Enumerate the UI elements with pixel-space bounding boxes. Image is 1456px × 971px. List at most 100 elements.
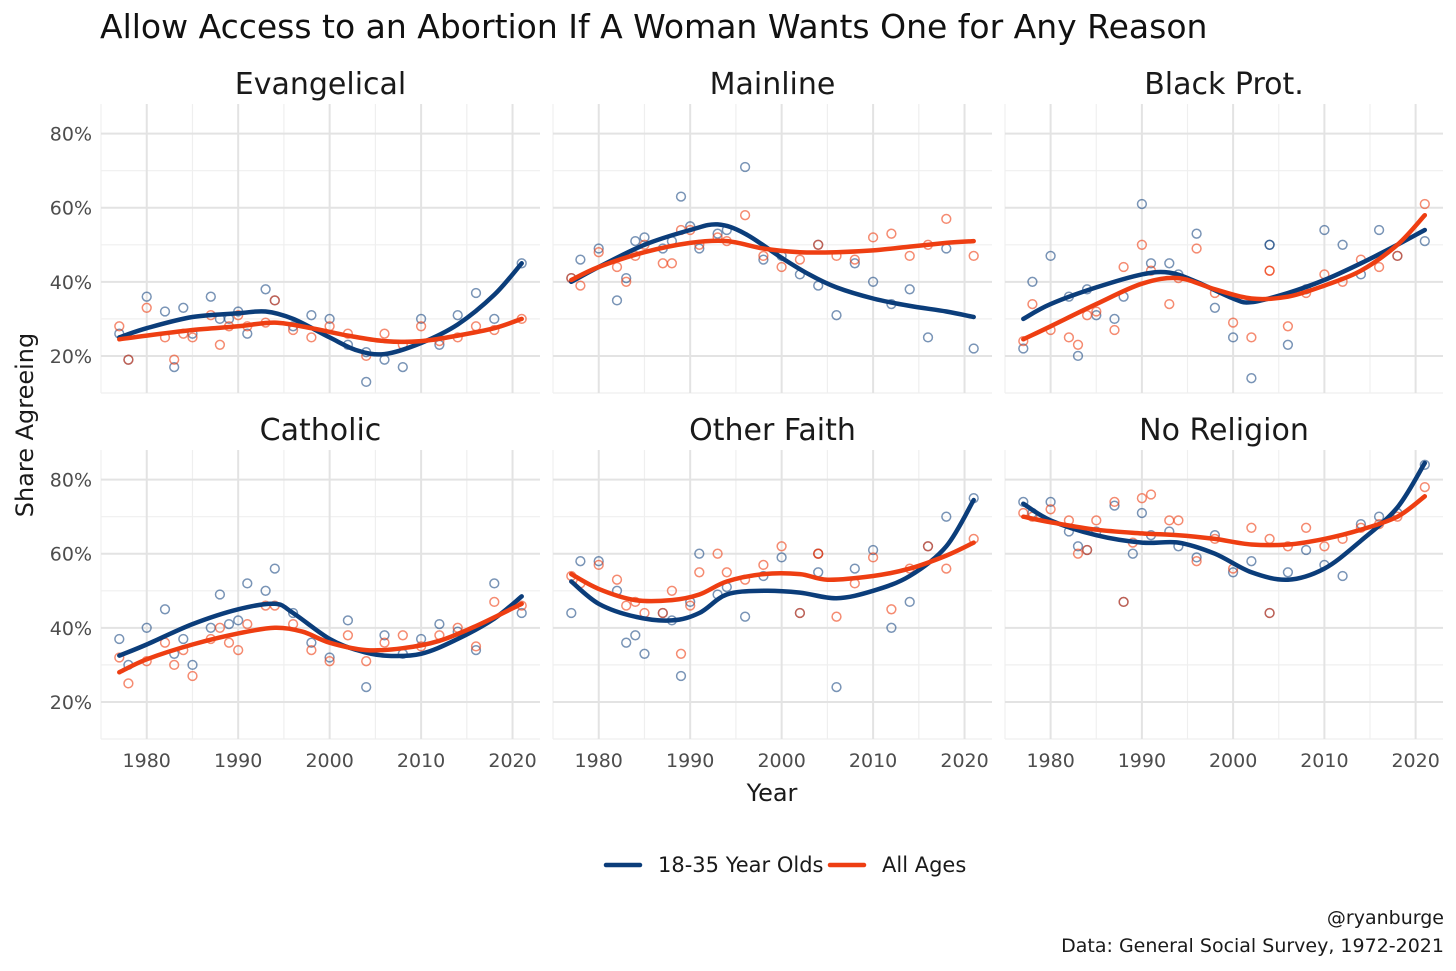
point-all: [1264, 533, 1275, 545]
point-all: [694, 567, 705, 578]
point-young: [324, 313, 335, 325]
point-young: [205, 291, 216, 302]
point-young: [1109, 500, 1120, 511]
point-all: [1300, 522, 1312, 533]
point-all: [187, 332, 198, 343]
point-all: [114, 652, 125, 663]
point-all: [1072, 339, 1084, 350]
x-tick-label: 1990: [666, 750, 714, 772]
point-young: [1246, 556, 1257, 567]
y-axis-title: Share Agreeing: [11, 333, 39, 518]
facet-title-evangelical: Evangelical: [235, 67, 407, 102]
y-tick-label: 80%: [50, 470, 92, 492]
point-young: [114, 633, 125, 645]
facet-title-mainline: Mainline: [710, 67, 836, 102]
point-all: [1319, 541, 1330, 552]
point-young: [621, 637, 632, 648]
point-all: [470, 641, 482, 652]
x-tick-label: 2010: [849, 750, 897, 772]
point-young: [867, 544, 879, 556]
point-young: [397, 361, 408, 373]
x-tick-label: 1980: [1026, 750, 1074, 772]
y-tick-label: 20%: [50, 346, 92, 368]
point-young: [621, 272, 632, 284]
point-young: [1419, 459, 1430, 470]
point-young: [516, 258, 527, 269]
point-young: [1373, 224, 1385, 236]
point-young: [849, 258, 860, 269]
point-young: [269, 563, 280, 574]
point-young: [739, 611, 751, 622]
panel-evangelical: Evangelical 20% 40% 60% 80%: [50, 67, 540, 394]
point-all: [114, 321, 125, 332]
x-tick-label: 2000: [305, 750, 353, 772]
point-all: [1191, 243, 1202, 254]
point-young: [904, 284, 915, 295]
point-all: [269, 295, 280, 306]
facet-title-catholic: Catholic: [260, 413, 382, 448]
point-young: [489, 578, 500, 589]
point-young: [1109, 313, 1120, 325]
trend-line-young: [569, 497, 976, 623]
legend-label-all: All Ages: [882, 853, 966, 877]
point-all: [611, 574, 623, 585]
trend-line-all: [569, 540, 976, 604]
point-young: [776, 552, 787, 563]
point-all: [1227, 317, 1239, 328]
point-all: [941, 213, 952, 225]
point-all: [657, 258, 668, 269]
trend-line-young: [117, 594, 524, 659]
point-young: [242, 328, 253, 339]
panel-catholic: Catholic 20% 40% 60% 80% 1980 1990 2000 2010 2020: [50, 413, 540, 772]
point-young: [739, 161, 751, 173]
point-all: [941, 563, 952, 574]
point-young: [639, 232, 650, 243]
trend-line-all: [1021, 494, 1428, 548]
point-young: [178, 302, 189, 313]
point-all: [904, 250, 915, 262]
point-young: [434, 618, 445, 630]
point-all: [813, 239, 824, 250]
point-young: [178, 633, 189, 645]
point-young: [361, 376, 372, 388]
point-young: [639, 648, 650, 659]
x-tick-label: 2020: [488, 750, 536, 772]
point-all: [849, 254, 860, 265]
x-tick-label: 1980: [575, 750, 623, 772]
point-all: [593, 559, 604, 571]
point-young: [1136, 507, 1148, 519]
point-young: [287, 607, 299, 619]
point-young: [593, 556, 604, 567]
point-young: [1045, 496, 1056, 508]
point-all: [1136, 239, 1148, 250]
point-young: [361, 681, 372, 693]
x-tick-label: 2000: [1209, 750, 1257, 772]
point-all: [1264, 265, 1275, 276]
point-all: [1373, 261, 1385, 273]
point-young: [452, 310, 463, 321]
point-all: [666, 258, 678, 269]
point-young: [831, 681, 842, 693]
point-young: [1264, 239, 1275, 250]
point-young: [1127, 548, 1138, 559]
point-all: [968, 250, 979, 262]
point-young: [159, 306, 171, 317]
point-young: [593, 243, 604, 254]
point-all: [187, 670, 198, 682]
point-young: [566, 607, 577, 619]
point-all: [169, 354, 180, 365]
point-all: [621, 276, 632, 287]
point-all: [1136, 493, 1148, 504]
point-young: [1282, 567, 1294, 578]
point-young: [849, 563, 860, 574]
point-all: [415, 321, 427, 332]
trend-line-young: [569, 222, 976, 320]
panel-other-faith: Other Faith 1980 1990 2000 2010 2020: [552, 413, 992, 772]
point-young: [1136, 198, 1148, 210]
point-all: [324, 656, 335, 667]
point-young: [1072, 350, 1084, 362]
point-all: [794, 254, 806, 265]
point-young: [611, 295, 623, 306]
point-young: [886, 622, 897, 633]
